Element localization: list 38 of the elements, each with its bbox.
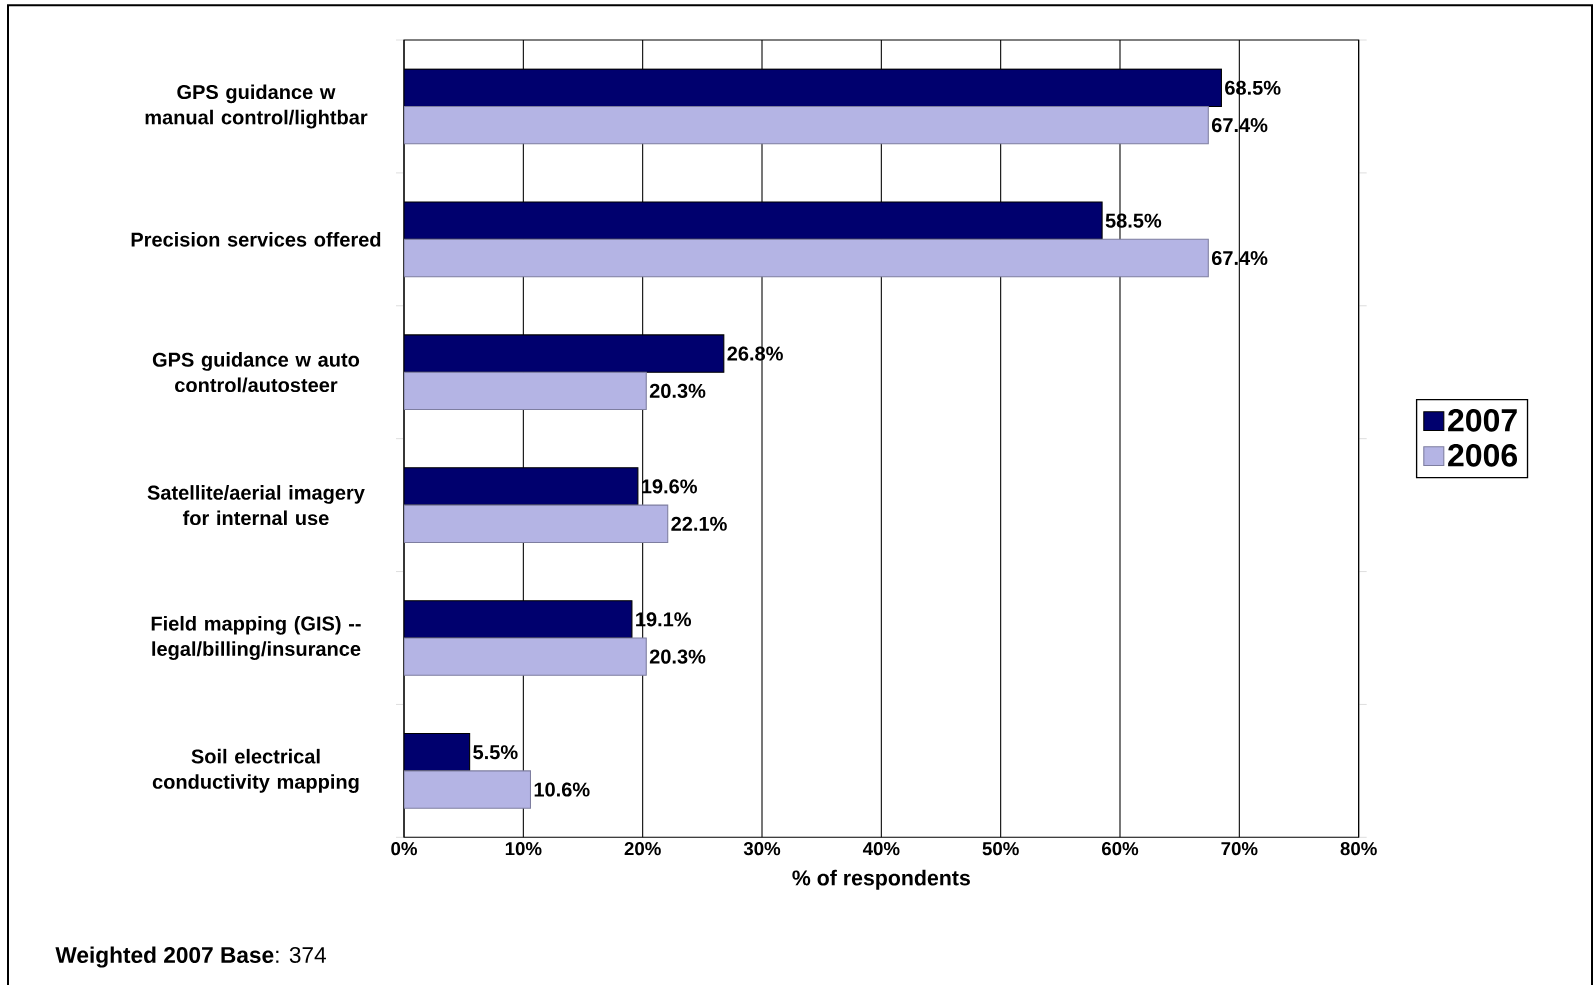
x-tick-label: 0% (391, 842, 417, 856)
data-label: 20.3% (649, 649, 706, 664)
x-tick-label: 40% (862, 842, 900, 856)
data-label: 22.1% (671, 516, 727, 531)
data-label: 5.5% (473, 745, 518, 760)
y-tick-label: Field mapping (GIS) -- legal/billing/insurance (151, 615, 361, 661)
bar (404, 733, 471, 772)
x-tick-label: 10% (505, 842, 542, 856)
legend-label: 2007 (1448, 409, 1517, 432)
legend-label: 2006 (1448, 444, 1518, 467)
bar (404, 504, 669, 543)
x-tick-label: 60% (1102, 842, 1139, 856)
y-tick-label: GPS guidance w manual control/lightbar (145, 84, 368, 129)
bar (404, 201, 1103, 240)
x-axis-title: % of respondents (792, 869, 970, 890)
bar (404, 467, 639, 506)
bar (404, 105, 1209, 145)
bar (404, 600, 633, 639)
x-tick-label: 80% (1340, 842, 1377, 856)
data-label: 26.8% (727, 346, 783, 361)
x-tick-label: 20% (624, 842, 661, 856)
bar (404, 770, 532, 809)
y-tick-label: Precision services offered (131, 231, 381, 247)
bar (404, 637, 647, 676)
x-tick-label: 30% (743, 842, 781, 856)
bar (404, 68, 1222, 107)
bar (404, 371, 647, 411)
data-label: 10.6% (534, 782, 590, 797)
x-tick-label: 70% (1221, 842, 1258, 856)
text: Weighted 2007 Base: 374 (55, 946, 326, 968)
x-tick-label: 50% (982, 842, 1019, 856)
data-label: 20.3% (649, 383, 706, 398)
bar (404, 238, 1209, 278)
bar (404, 334, 725, 373)
y-tick-label: Satellite/aerial imagery for internal use (147, 485, 365, 526)
y-tick-label: Soil electrical conductivity mapping (152, 748, 359, 793)
y-tick-label: GPS guidance w auto control/autosteer (152, 352, 360, 393)
data-label: 58.5% (1105, 213, 1162, 228)
